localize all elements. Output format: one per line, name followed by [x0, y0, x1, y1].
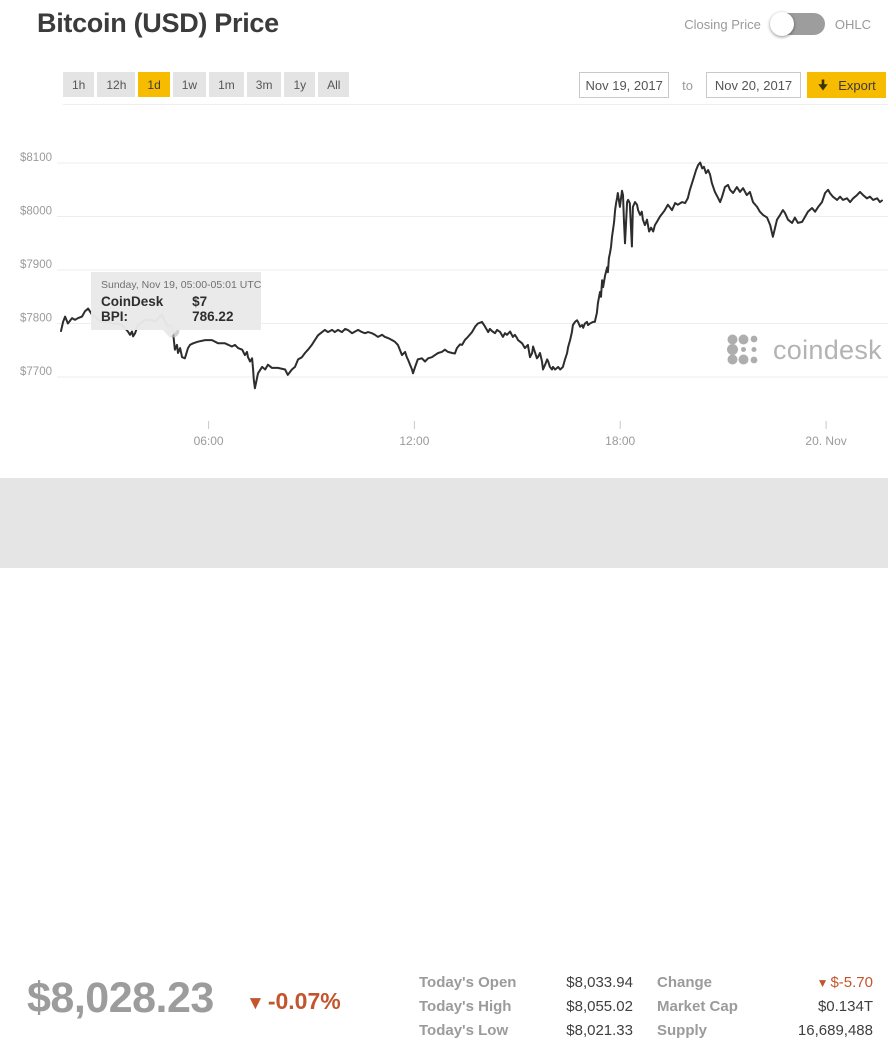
range-button-all[interactable]: All	[318, 72, 350, 97]
range-button-1d[interactable]: 1d	[138, 72, 170, 97]
stats-left: Today's Open $8,033.94 Today's High $8,0…	[419, 970, 633, 1042]
stats-right: Change ▼ $-5.70 Market Cap $0.134T Supply…	[657, 970, 873, 1042]
stat-value: $8,055.02	[566, 997, 633, 1015]
coindesk-watermark: coindesk	[727, 333, 882, 366]
stat-label: Change	[657, 973, 713, 991]
toggle-knob-icon[interactable]	[769, 12, 794, 36]
price-tooltip: Sunday, Nov 19, 05:00-05:01 UTC CoinDesk…	[91, 272, 262, 338]
stat-row-open: Today's Open $8,033.94	[419, 970, 633, 994]
export-button[interactable]: Export	[807, 72, 886, 98]
stat-row-supply: Supply 16,689,488	[657, 1018, 873, 1042]
export-button-label: Export	[838, 77, 876, 93]
stat-label: Today's Low	[419, 1021, 509, 1039]
stat-row-high: Today's High $8,055.02	[419, 994, 633, 1018]
x-axis-label: 20. Nov	[805, 434, 846, 448]
date-from-input[interactable]	[579, 72, 670, 98]
price-line	[60, 161, 883, 390]
page-title: Bitcoin (USD) Price	[37, 8, 279, 38]
change-down-icon: ▼	[816, 975, 829, 990]
change-value: $-5.70	[830, 973, 873, 991]
range-button-1w[interactable]: 1w	[172, 72, 207, 97]
coindesk-logo-icon	[727, 334, 758, 365]
stat-value: $8,033.94	[566, 973, 633, 991]
y-axis-label: $7700	[20, 366, 52, 378]
closing-price-label: Closing Price	[684, 16, 761, 32]
y-axis-label: $7900	[20, 259, 52, 271]
stat-value: $0.134T	[817, 997, 873, 1015]
date-to-input[interactable]	[706, 72, 801, 98]
stat-row-change: Change ▼ $-5.70	[657, 970, 873, 994]
stat-label: Market Cap	[657, 997, 738, 1015]
toolbar-divider	[63, 104, 888, 105]
tooltip-label: CoinDesk BPI:	[101, 294, 164, 324]
y-axis-label: $8100	[20, 152, 52, 164]
stat-row-low: Today's Low $8,021.33	[419, 1018, 633, 1042]
price-type-toggle-group: Closing Price OHLC	[684, 12, 871, 36]
coindesk-wordmark: coindesk	[773, 335, 882, 365]
tooltip-time: Sunday, Nov 19, 05:00-05:01 UTC	[101, 279, 262, 291]
date-range-controls: to Export	[579, 72, 886, 98]
price-type-toggle[interactable]	[769, 12, 825, 36]
range-buttons: 1h 12h 1d 1w 1m 3m 1y All	[63, 72, 350, 97]
x-axis-label: 06:00	[194, 434, 224, 448]
range-button-1m[interactable]: 1m	[209, 72, 244, 97]
range-button-3m[interactable]: 3m	[246, 72, 282, 97]
stat-label: Today's High	[419, 997, 512, 1015]
y-axis-label: $8000	[20, 206, 52, 218]
y-axis-label: $7800	[20, 313, 52, 325]
x-axis-label: 12:00	[399, 434, 429, 448]
range-button-1y[interactable]: 1y	[284, 72, 316, 97]
range-button-1h[interactable]: 1h	[63, 72, 95, 97]
price-chart[interactable]: $7700 $7800 $7900 $8000 $8100 06:00 12:00 18:00…	[0, 0, 888, 470]
stat-value-change: ▼ $-5.70	[817, 974, 873, 991]
change-down-icon: ▼	[246, 993, 265, 1014]
stat-value: $8,021.33	[566, 1021, 633, 1039]
stat-label: Today's Open	[419, 973, 517, 991]
summary-bar: $8,028.23 ▼ -0.07% Today's Open $8,033.94…	[0, 478, 888, 1039]
stat-row-market-cap: Market Cap $0.134T	[657, 994, 873, 1018]
price-change-percent-value: -0.07%	[267, 988, 341, 1014]
x-axis-label: 18:00	[605, 434, 635, 448]
stat-label: Supply	[657, 1021, 708, 1039]
current-price: $8,028.23	[27, 974, 214, 1022]
tooltip-value: $7 786.22	[192, 294, 234, 324]
range-button-12h[interactable]: 12h	[97, 72, 136, 97]
ohlc-label: OHLC	[834, 16, 871, 32]
stat-value: 16,689,488	[797, 1021, 873, 1039]
date-range-to-label: to	[682, 77, 693, 93]
price-change-percent: ▼ -0.07%	[246, 988, 341, 1015]
export-download-icon	[818, 79, 828, 90]
